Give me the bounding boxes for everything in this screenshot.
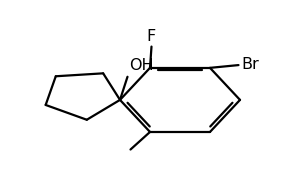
Text: F: F [147,29,156,44]
Text: Br: Br [241,57,259,72]
Text: OH: OH [129,58,154,73]
